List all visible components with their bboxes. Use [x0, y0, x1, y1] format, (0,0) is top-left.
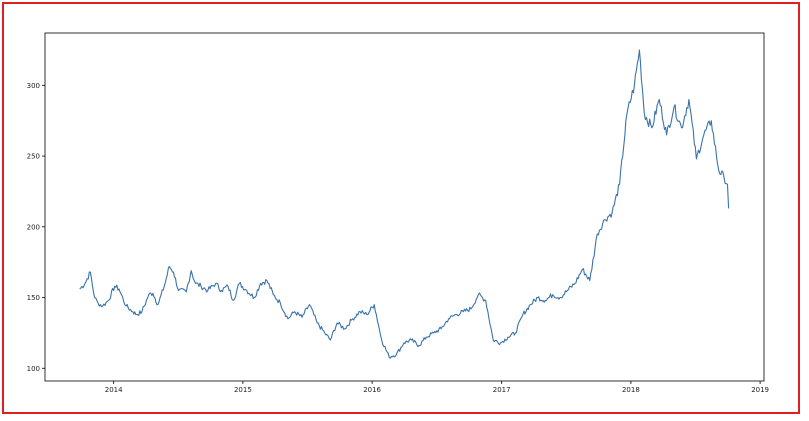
- series-line: [79, 49, 730, 359]
- x-tick-label: 2017: [493, 386, 511, 394]
- y-tick-label: 200: [27, 223, 40, 231]
- plot-area: [44, 32, 765, 382]
- y-tick-label: 150: [27, 294, 40, 302]
- chart-frame: [2, 2, 800, 414]
- x-tick-label: 2015: [234, 386, 252, 394]
- x-tick-label: 2019: [751, 386, 769, 394]
- y-axis: 100 150 200 250 300: [27, 82, 45, 373]
- x-tick-label: 2014: [105, 386, 123, 394]
- y-tick-label: 300: [27, 82, 40, 90]
- y-tick-label: 250: [27, 153, 40, 161]
- x-axis: 2014 2015 2016 2017 2018 2019: [105, 381, 769, 394]
- x-tick-label: 2018: [622, 386, 640, 394]
- y-tick-label: 100: [27, 365, 40, 373]
- x-tick-label: 2016: [363, 386, 381, 394]
